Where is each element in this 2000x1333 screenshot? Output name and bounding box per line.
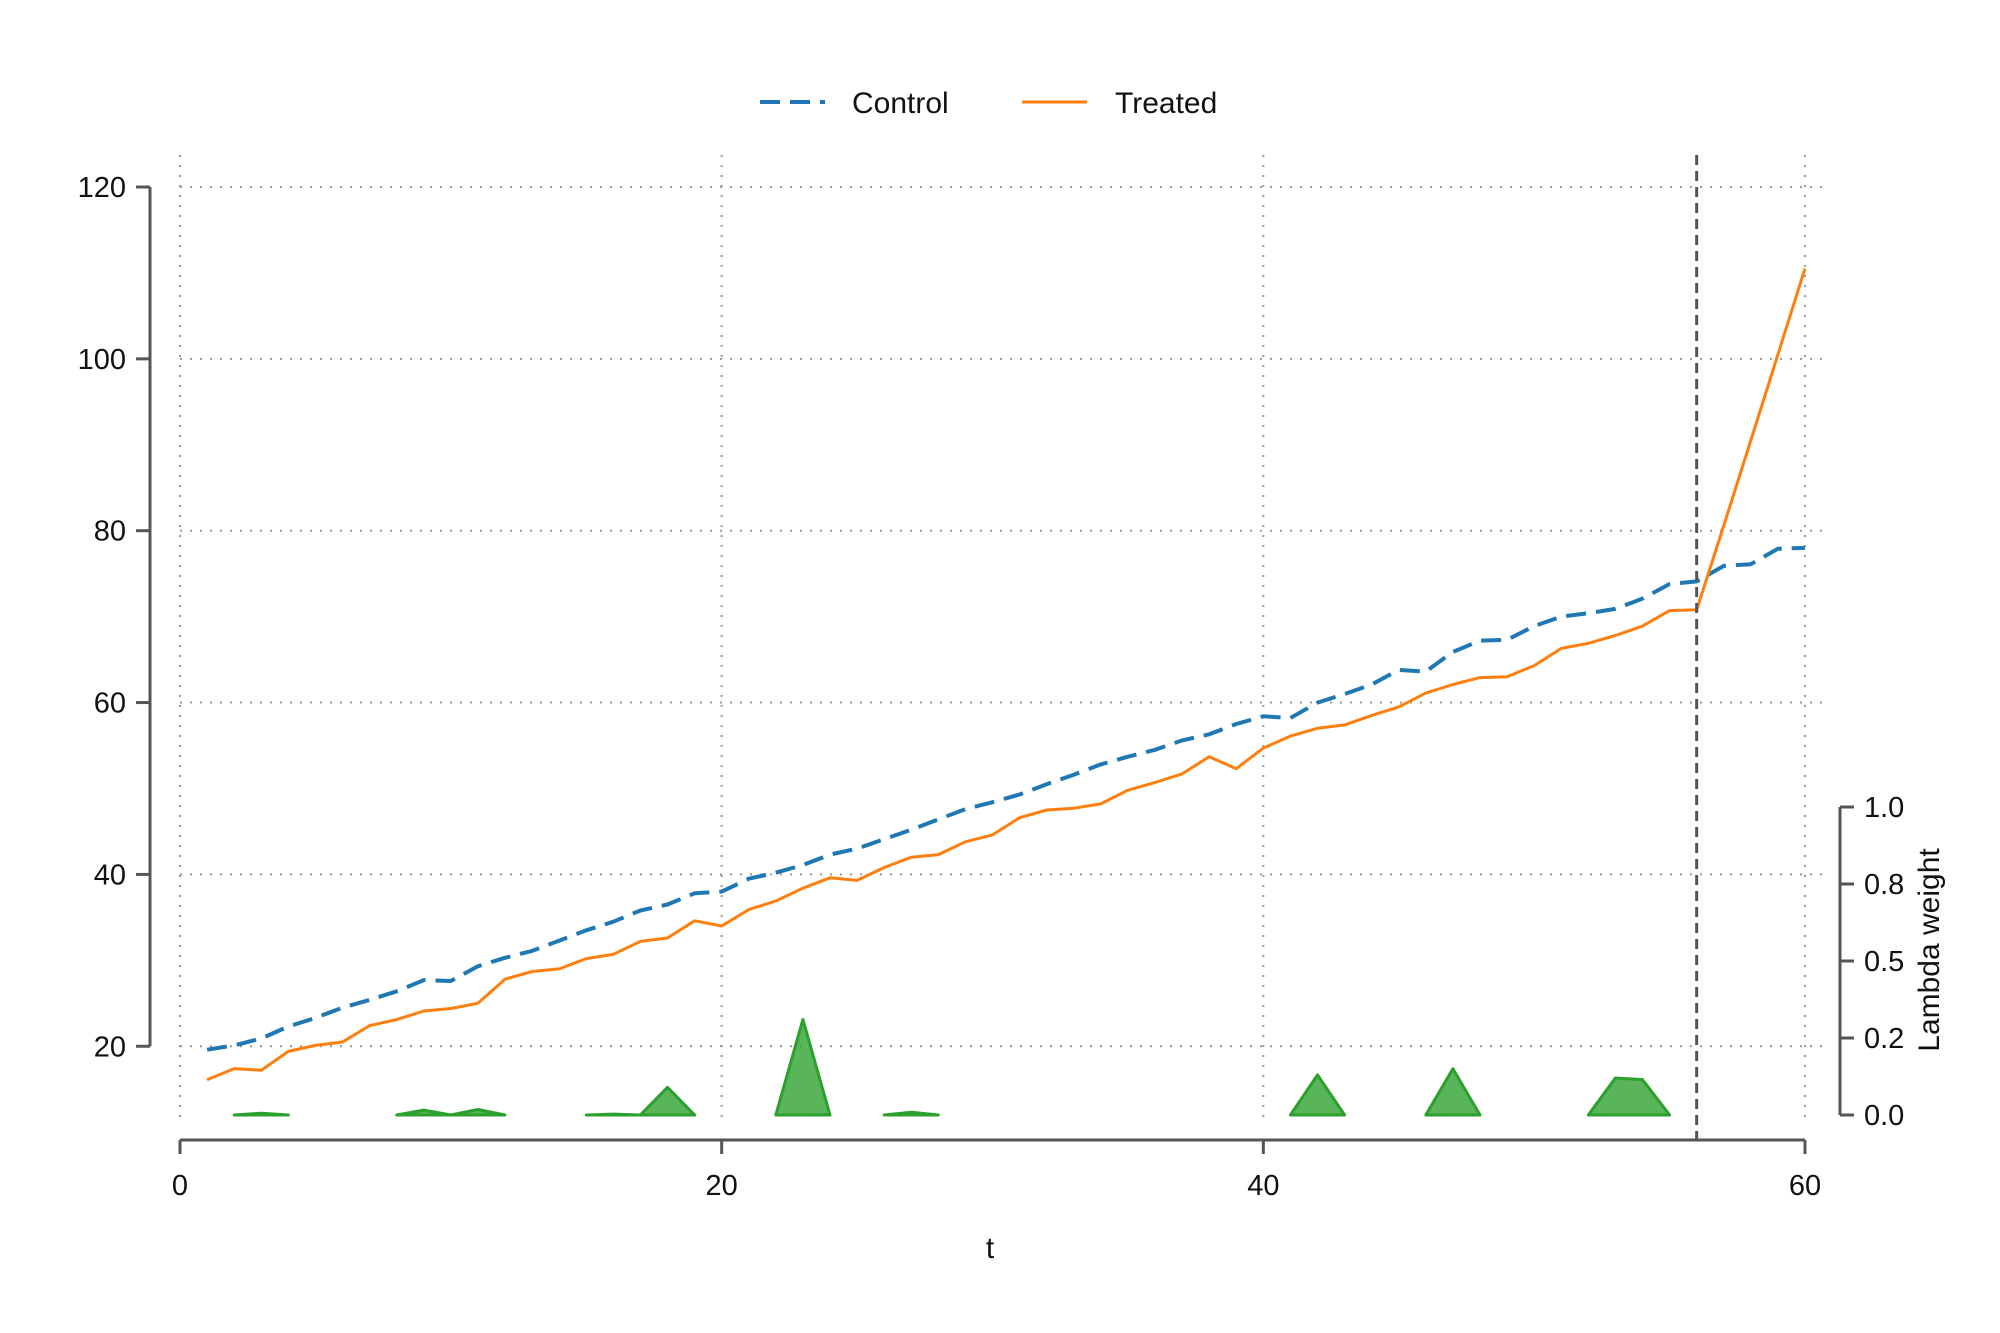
lambda-weight-area — [395, 1108, 453, 1117]
lambda-weight-layer — [232, 1018, 1672, 1117]
y-tick-label: 80 — [94, 516, 126, 548]
control-series-line — [206, 545, 1806, 1052]
legend: Control Treated — [760, 87, 1217, 120]
lambda-weight-area — [882, 1110, 940, 1117]
lambda-tick-label: 0.8 — [1864, 869, 1904, 901]
lambda-weight-area — [1586, 1076, 1672, 1117]
y-tick-label: 120 — [78, 172, 126, 204]
lambda-weight-area — [638, 1085, 697, 1117]
legend-treated-label: Treated — [1115, 87, 1217, 120]
x-tick-label: 0 — [172, 1170, 188, 1202]
x-tick-label: 40 — [1247, 1170, 1279, 1202]
lambda-weight-area — [232, 1111, 290, 1117]
y-tick-label: 40 — [94, 859, 126, 891]
y-tick-label: 20 — [94, 1031, 126, 1063]
lambda-tick-label: 1.0 — [1864, 792, 1904, 824]
lambda-axis-title: Lambda weight — [1913, 848, 1946, 1052]
lambda-weight-area — [774, 1018, 832, 1117]
y-tick-label: 100 — [78, 344, 126, 376]
treated-series-line — [206, 268, 1807, 1082]
grid-layer — [179, 155, 1825, 1122]
ticks-layer: 20 40 60 80 100 120 0 20 40 60 0.0 0.2 0.5 0.8 1.0 — [78, 172, 1905, 1202]
lambda-weight-area — [1424, 1067, 1482, 1117]
lambda-tick-label: 0.2 — [1864, 1023, 1904, 1055]
lambda-tick-label: 0.5 — [1864, 946, 1904, 978]
lambda-weight-area — [1288, 1073, 1347, 1117]
series-layer — [206, 268, 1807, 1082]
lambda-weight-area — [584, 1112, 642, 1117]
x-axis-title: t — [986, 1232, 995, 1265]
x-tick-label: 60 — [1789, 1170, 1821, 1202]
y-tick-label: 60 — [94, 688, 126, 720]
legend-control-label: Control — [852, 87, 949, 120]
axes-layer — [148, 187, 1842, 1142]
lambda-tick-label: 0.0 — [1864, 1100, 1904, 1132]
x-tick-label: 20 — [706, 1170, 738, 1202]
lambda-weight-area — [449, 1108, 507, 1117]
